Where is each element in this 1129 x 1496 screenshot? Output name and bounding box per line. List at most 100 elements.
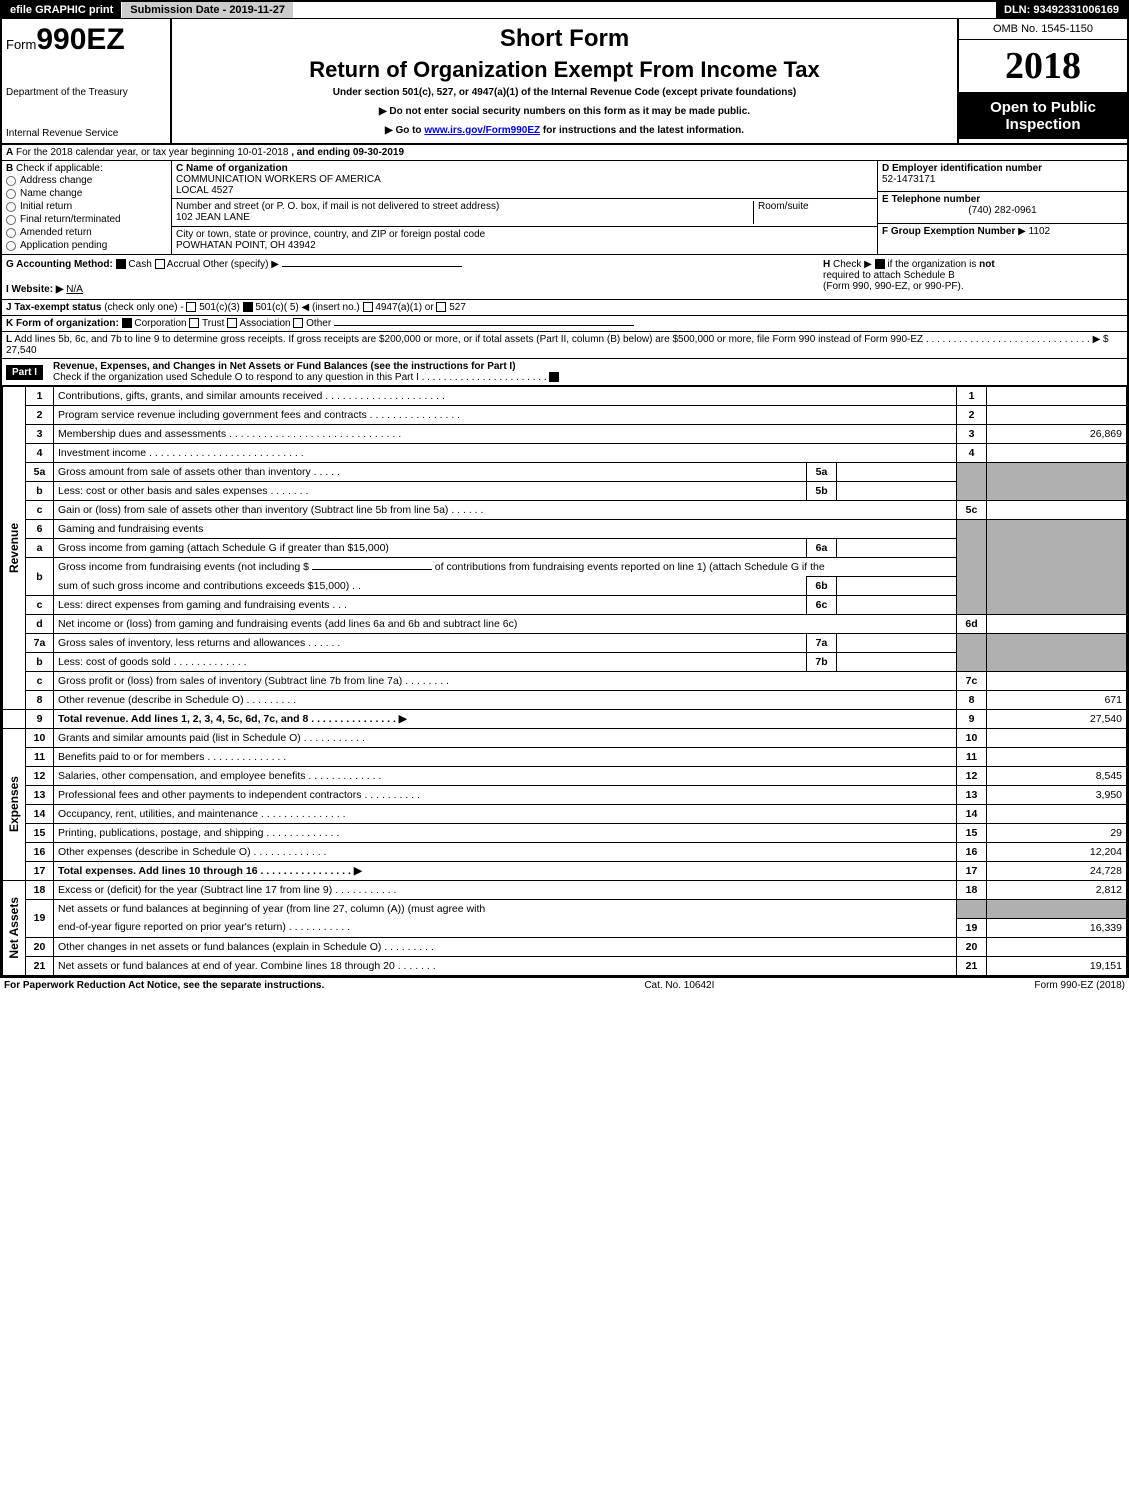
name-change-radio[interactable] <box>6 189 16 199</box>
l16-amt: 12,204 <box>987 843 1127 862</box>
dln-number: DLN: 93492331006169 <box>996 2 1127 18</box>
l21-amt: 19,151 <box>987 956 1127 975</box>
l6b-blank[interactable] <box>312 569 432 570</box>
k-corp-checkbox[interactable] <box>122 318 132 328</box>
other-specify-input[interactable] <box>282 266 462 267</box>
l9-num: 9 <box>26 710 54 729</box>
row-k: K Form of organization: Corporation Trus… <box>2 316 1127 332</box>
footer-left: For Paperwork Reduction Act Notice, see … <box>4 980 324 991</box>
irs-label: Internal Revenue Service <box>6 128 166 139</box>
street-value: 102 JEAN LANE <box>176 212 753 223</box>
final-return-radio[interactable] <box>6 215 16 225</box>
l13-amt: 3,950 <box>987 786 1127 805</box>
l6-desc: Gaming and fundraising events <box>54 520 957 539</box>
l7c-desc: Gross profit or (loss) from sales of inv… <box>54 672 957 691</box>
l8-amt: 671 <box>987 691 1127 710</box>
l11-amt <box>987 748 1127 767</box>
l20-amt <box>987 937 1127 956</box>
h-text1: if the organization is <box>887 259 976 270</box>
efile-print-button[interactable]: efile GRAPHIC print <box>2 2 122 18</box>
l7a-desc: Gross sales of inventory, less returns a… <box>54 634 807 653</box>
l18-num: 18 <box>26 881 54 900</box>
l5-shaded-amt <box>987 463 1127 501</box>
part1-label: Part I <box>6 365 43 380</box>
l3-amt: 26,869 <box>987 425 1127 444</box>
k-label: K Form of organization: <box>6 318 119 329</box>
calendar-year-text: For the 2018 calendar year, or tax year … <box>16 147 288 158</box>
address-change-radio[interactable] <box>6 176 16 186</box>
footer-center: Cat. No. 10642I <box>644 980 714 991</box>
k-assoc: Association <box>239 318 290 329</box>
d-ein-label: D Employer identification number <box>882 163 1042 174</box>
l5c-num: c <box>26 501 54 520</box>
k-assoc-checkbox[interactable] <box>227 318 237 328</box>
j-527-checkbox[interactable] <box>436 302 446 312</box>
l6c-sv <box>837 596 957 615</box>
l5a-num: 5a <box>26 463 54 482</box>
cash-checkbox[interactable] <box>116 259 126 269</box>
k-trust-checkbox[interactable] <box>189 318 199 328</box>
form-990ez-label: 990EZ <box>36 23 124 56</box>
footer-right: Form 990-EZ (2018) <box>1034 980 1125 991</box>
l18-desc: Excess or (deficit) for the year (Subtra… <box>54 881 957 900</box>
l6c-desc: Less: direct expenses from gaming and fu… <box>54 596 807 615</box>
j-501c3-checkbox[interactable] <box>186 302 196 312</box>
amended-return-label: Amended return <box>20 227 92 238</box>
open-to-public: Open to Public Inspection <box>959 93 1127 139</box>
website-value: N/A <box>66 284 83 295</box>
l9-amt: 27,540 <box>987 710 1127 729</box>
l5b-num: b <box>26 482 54 501</box>
city-value: POWHATAN POINT, OH 43942 <box>176 240 873 251</box>
amended-return-radio[interactable] <box>6 228 16 238</box>
h-checkbox[interactable] <box>875 259 885 269</box>
revenue-sidelabel: Revenue <box>3 387 26 710</box>
j-501c5-checkbox[interactable] <box>243 302 253 312</box>
part1-schedule-o-checkbox[interactable] <box>549 372 559 382</box>
l8-num: 8 <box>26 691 54 710</box>
row-a: A For the 2018 calendar year, or tax yea… <box>2 145 1127 161</box>
column-d: D Employer identification number 52-1473… <box>877 161 1127 254</box>
j-4947-checkbox[interactable] <box>363 302 373 312</box>
l19-shaded-amt <box>987 900 1127 919</box>
city-label: City or town, state or province, country… <box>176 229 873 240</box>
form-number: Form990EZ <box>6 23 166 57</box>
j-o1: 501(c)(3) <box>199 302 240 313</box>
l6-shaded-amt <box>987 520 1127 615</box>
l20-desc: Other changes in net assets or fund bala… <box>54 937 957 956</box>
accrual-checkbox[interactable] <box>155 259 165 269</box>
l17-amt: 24,728 <box>987 862 1127 881</box>
l6a-desc: Gross income from gaming (attach Schedul… <box>54 539 807 558</box>
top-left: efile GRAPHIC print Submission Date - 20… <box>2 2 293 18</box>
h-check-label: Check ▶ <box>833 259 872 270</box>
l7-shaded-amt <box>987 634 1127 672</box>
column-c: C Name of organization COMMUNICATION WOR… <box>172 161 877 254</box>
l15-ln: 15 <box>957 824 987 843</box>
l14-amt <box>987 805 1127 824</box>
l6a-num: a <box>26 539 54 558</box>
l7-shaded <box>957 634 987 672</box>
l8-desc: Other revenue (describe in Schedule O) .… <box>54 691 957 710</box>
l6b-num: b <box>26 558 54 596</box>
street-label: Number and street (or P. O. box, if mail… <box>176 201 753 212</box>
k-other: Other <box>306 318 331 329</box>
initial-return-radio[interactable] <box>6 202 16 212</box>
l2-amt <box>987 406 1127 425</box>
l10-desc: Grants and similar amounts paid (list in… <box>54 729 957 748</box>
j-label: J Tax-exempt status <box>6 302 101 313</box>
k-corp: Corporation <box>134 318 186 329</box>
l6d-num: d <box>26 615 54 634</box>
application-pending-radio[interactable] <box>6 241 16 251</box>
f-group-value: ▶ 1102 <box>1018 226 1050 237</box>
l6c-num: c <box>26 596 54 615</box>
goto-post: for instructions and the latest informat… <box>540 125 744 136</box>
ein-value: 52-1473171 <box>882 174 935 185</box>
l20-ln: 20 <box>957 937 987 956</box>
l19-shaded <box>957 900 987 919</box>
k-other-input[interactable] <box>334 325 634 326</box>
k-other-checkbox[interactable] <box>293 318 303 328</box>
l15-amt: 29 <box>987 824 1127 843</box>
name-change-label: Name change <box>20 188 82 199</box>
part1-title: Revenue, Expenses, and Changes in Net As… <box>53 361 516 372</box>
irs-link[interactable]: www.irs.gov/Form990EZ <box>424 125 540 136</box>
j-o3: 4947(a)(1) or <box>375 302 433 313</box>
